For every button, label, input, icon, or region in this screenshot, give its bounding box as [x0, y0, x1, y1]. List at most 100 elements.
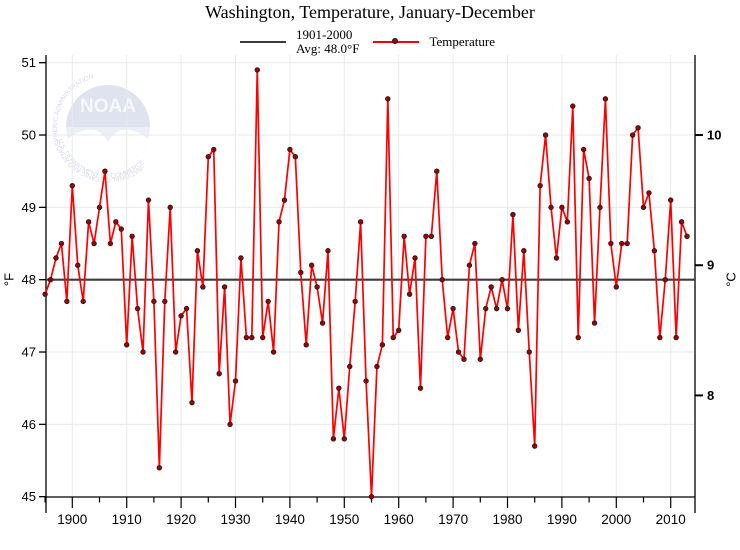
left-tick-label-47: 47 [22, 345, 36, 360]
data-point-1898 [58, 240, 65, 247]
data-point-1904 [91, 240, 97, 247]
data-point-1987 [542, 132, 549, 138]
data-point-1895 [42, 291, 48, 297]
logo-gull-icon [66, 127, 150, 169]
data-point-1939 [281, 197, 288, 203]
data-point-1957 [379, 342, 386, 348]
data-point-1930 [232, 378, 239, 384]
data-point-1995 [586, 175, 592, 182]
data-point-1911 [129, 233, 135, 239]
data-point-1993 [575, 334, 581, 341]
data-point-1923 [194, 248, 201, 254]
data-point-1910 [123, 342, 130, 348]
data-point-1965 [423, 233, 429, 239]
data-point-1934 [254, 67, 260, 73]
data-point-1905 [96, 204, 103, 211]
data-point-1997 [597, 204, 603, 211]
data-point-2004 [635, 125, 641, 131]
data-point-1947 [325, 248, 331, 254]
data-point-1937 [270, 349, 277, 355]
data-point-1941 [292, 154, 299, 160]
data-point-1983 [521, 248, 527, 254]
data-point-1950 [341, 436, 347, 442]
data-point-1992 [570, 103, 576, 109]
chart-title: Washington, Temperature, January-Decembe… [205, 2, 535, 22]
data-point-1931 [238, 255, 244, 261]
data-point-1994 [580, 146, 587, 153]
data-point-1991 [564, 219, 571, 225]
data-point-2003 [629, 132, 636, 138]
y-axis-right-title: °C [723, 272, 739, 287]
data-point-2007 [651, 248, 658, 254]
x-tick-label-2000: 2000 [601, 512, 631, 527]
data-point-1956 [374, 363, 380, 370]
x-tick-label-1990: 1990 [547, 512, 577, 527]
data-point-1912 [134, 305, 141, 312]
left-tick-label-46: 46 [22, 417, 36, 432]
data-point-1985 [532, 443, 538, 449]
data-point-1966 [428, 233, 435, 239]
temperature-series-label: Temperature [429, 33, 495, 49]
data-point-1926 [211, 146, 217, 153]
data-point-1980 [504, 305, 511, 312]
data-point-1899 [64, 298, 70, 305]
data-point-1982 [515, 327, 522, 334]
data-point-1920 [178, 313, 184, 319]
data-point-1922 [189, 399, 195, 406]
data-point-1938 [276, 219, 282, 225]
average-line-label: 1901-2000 Avg: 48.0°F [296, 27, 360, 56]
data-point-1900 [69, 182, 75, 189]
data-point-1917 [162, 298, 168, 305]
data-point-1897 [53, 255, 59, 261]
data-point-1933 [249, 334, 255, 341]
x-tick-label-1940: 1940 [275, 512, 305, 527]
data-point-1903 [85, 219, 92, 225]
data-point-1936 [265, 298, 271, 305]
left-tick-label-45: 45 [22, 489, 36, 504]
data-point-1973 [466, 262, 473, 268]
data-point-1963 [412, 255, 418, 261]
data-point-1984 [526, 349, 532, 355]
data-point-1942 [298, 269, 304, 276]
x-tick-label-1920: 1920 [166, 512, 196, 527]
data-point-1960 [396, 327, 402, 334]
data-point-1976 [483, 305, 489, 312]
data-point-1952 [352, 298, 358, 305]
data-point-1935 [260, 334, 266, 341]
data-point-1909 [118, 226, 124, 232]
data-point-1972 [461, 356, 467, 362]
data-point-1977 [488, 284, 494, 290]
data-point-1908 [113, 219, 119, 225]
data-point-1945 [314, 284, 320, 290]
x-tick-label-1970: 1970 [438, 512, 468, 527]
y-axis-left-title: °F [1, 272, 17, 287]
data-point-1928 [221, 284, 228, 290]
data-point-1927 [216, 371, 222, 377]
data-point-1968 [439, 276, 445, 283]
data-point-1959 [390, 334, 396, 341]
legend-entry-average: 1901-2000 Avg: 48.0°F [240, 28, 359, 55]
data-point-1940 [287, 146, 293, 153]
data-point-1967 [434, 168, 440, 174]
x-tick-label-1930: 1930 [220, 512, 250, 527]
data-point-2008 [657, 334, 663, 341]
data-point-2000 [613, 284, 619, 290]
data-point-1964 [417, 385, 424, 391]
left-tick-label-51: 51 [22, 55, 36, 70]
data-point-2002 [624, 240, 630, 247]
data-point-1907 [107, 240, 114, 247]
legend-entry-temperature: Temperature [373, 35, 495, 49]
data-point-1946 [319, 320, 326, 326]
data-point-1962 [406, 291, 413, 297]
data-point-1902 [80, 298, 86, 305]
data-point-1896 [47, 276, 54, 283]
data-point-1981 [510, 211, 516, 218]
right-tick-label-9: 9 [707, 258, 714, 273]
data-point-2010 [668, 197, 674, 203]
data-point-1921 [183, 305, 190, 312]
data-point-2013 [684, 233, 690, 239]
data-point-1990 [559, 204, 565, 211]
data-point-1998 [602, 96, 609, 102]
left-tick-label-48: 48 [22, 272, 36, 287]
